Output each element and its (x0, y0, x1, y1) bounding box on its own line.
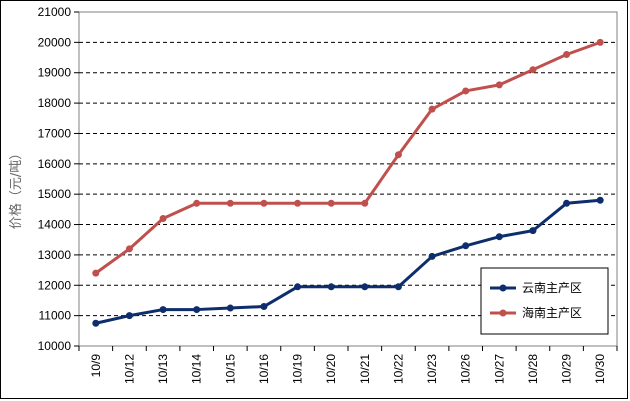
series-group (92, 38, 604, 327)
legend-label: 云南主产区 (522, 280, 582, 295)
data-point (462, 242, 470, 250)
data-point (529, 66, 537, 74)
y-tick-label: 18000 (38, 96, 72, 110)
y-tick-label: 11000 (39, 309, 72, 323)
y-tick-label: 19000 (38, 66, 72, 80)
series-line (94, 40, 601, 275)
y-tick-label: 10000 (38, 339, 72, 353)
x-tick-label: 10/29 (560, 354, 574, 384)
data-point (495, 233, 503, 241)
data-point (193, 199, 201, 207)
data-point (294, 283, 302, 291)
data-point (563, 51, 571, 59)
y-tick-label: 15000 (38, 187, 72, 201)
data-point (394, 151, 402, 159)
x-tick-label: 10/27 (492, 354, 506, 384)
data-point (361, 199, 369, 207)
data-point (428, 105, 436, 113)
series-line (95, 198, 601, 325)
y-axis: 10000 11000 12000 13000 14000 15000 16000 17000… (38, 5, 79, 353)
data-point (125, 245, 133, 253)
y-tick-label: 12000 (38, 278, 72, 292)
y-axis-label: 价格（元/吨） (8, 147, 24, 229)
data-point (226, 199, 234, 207)
y-tick-label: 13000 (38, 248, 72, 262)
data-point (92, 269, 100, 277)
legend-marker (499, 309, 507, 317)
x-tick-label: 10/13 (156, 354, 170, 384)
x-tick-label: 10/9 (89, 354, 103, 378)
data-point (226, 304, 234, 312)
data-point (596, 38, 604, 46)
x-tick-label: 10/21 (358, 354, 372, 384)
legend-box (480, 267, 609, 335)
x-tick-label: 10/20 (324, 354, 338, 384)
x-tick-label: 10/12 (122, 354, 136, 384)
x-tick-label: 10/23 (425, 354, 439, 384)
data-point (193, 306, 201, 314)
x-tick-label: 10/19 (291, 354, 305, 384)
data-point (159, 306, 167, 314)
y-tick-label: 17000 (38, 126, 72, 140)
data-point (563, 199, 571, 207)
x-tick-label: 10/15 (223, 354, 237, 384)
y-tick-label: 20000 (38, 35, 72, 49)
y-tick-label: 14000 (38, 218, 72, 232)
x-tick-label: 10/30 (593, 354, 607, 384)
data-point (260, 199, 268, 207)
data-point (125, 312, 133, 320)
data-point (92, 319, 100, 327)
data-point (596, 196, 604, 204)
x-tick-label: 10/22 (391, 354, 405, 384)
x-axis: 10/9 10/12 10/13 10/14 10/15 10/16 10/19 10/20 1… (78, 346, 618, 384)
data-point (260, 303, 268, 311)
y-tick-label: 21000 (38, 5, 72, 19)
data-point (327, 283, 335, 291)
x-tick-label: 10/14 (190, 354, 204, 384)
data-point (361, 283, 369, 291)
data-point (495, 81, 503, 89)
legend-label: 海南主产区 (522, 305, 582, 320)
legend-marker (499, 284, 507, 292)
data-point (327, 199, 335, 207)
x-tick-label: 10/26 (459, 354, 473, 384)
data-point (159, 214, 167, 222)
y-tick-label: 16000 (38, 157, 72, 171)
data-point (394, 283, 402, 291)
data-point (428, 252, 436, 260)
data-point (529, 227, 537, 235)
data-point (462, 87, 470, 95)
x-tick-label: 10/16 (257, 354, 271, 384)
data-point (294, 199, 302, 207)
x-tick-label: 10/28 (526, 354, 540, 384)
